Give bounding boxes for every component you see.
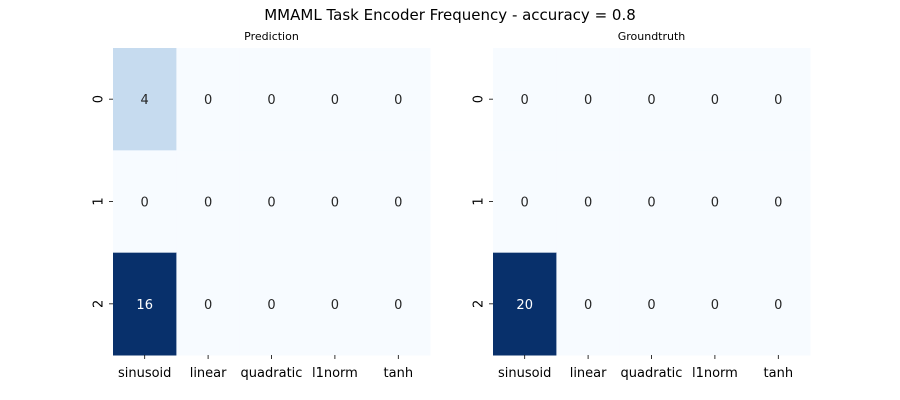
prediction-cell-r2-c0 xyxy=(113,252,177,356)
groundtruth-y-tick-label-2: 2 xyxy=(472,300,487,308)
prediction-cell-r0-c4 xyxy=(366,48,431,151)
groundtruth-cell-label-r1-c4: 0 xyxy=(774,196,782,211)
groundtruth-cell-label-r2-c1: 0 xyxy=(584,298,592,313)
prediction-cell-label-r2-c2: 0 xyxy=(267,298,275,313)
prediction-x-tick-label-2: quadratic xyxy=(241,366,303,381)
prediction-y-tick-label-0: 0 xyxy=(92,95,107,103)
prediction-cell-r0-c1 xyxy=(176,48,241,151)
prediction-cell-label-r1-c0: 0 xyxy=(141,196,149,211)
groundtruth-cell-r0-c3 xyxy=(683,48,748,151)
prediction-cell-label-r2-c4: 0 xyxy=(394,298,402,313)
groundtruth-cell-r1-c3 xyxy=(683,150,748,254)
groundtruth-cell-label-r2-c2: 0 xyxy=(647,298,655,313)
prediction-x-tick-label-3: l1norm xyxy=(312,366,358,381)
groundtruth-x-tick-label-2: quadratic xyxy=(621,366,683,381)
groundtruth-cell-r2-c1 xyxy=(556,252,621,356)
groundtruth-x-tick-label-3: l1norm xyxy=(692,366,738,381)
groundtruth-x-tick-label-0: sinusoid xyxy=(498,366,551,381)
groundtruth-cell-r1-c2 xyxy=(619,150,684,254)
groundtruth-cell-label-r1-c1: 0 xyxy=(584,196,592,211)
prediction-cell-label-r0-c0: 4 xyxy=(141,93,149,108)
prediction-cell-label-r1-c1: 0 xyxy=(204,196,212,211)
groundtruth-y-tick-label-0: 0 xyxy=(472,95,487,103)
prediction-cell-r2-c2 xyxy=(239,252,304,356)
prediction-cell-r1-c3 xyxy=(303,150,368,254)
prediction-cell-r2-c3 xyxy=(303,252,368,356)
prediction-cell-label-r0-c4: 0 xyxy=(394,93,402,108)
prediction-cell-r1-c4 xyxy=(366,150,431,254)
groundtruth-y-tick-label-1: 1 xyxy=(472,197,487,205)
prediction-cell-r0-c2 xyxy=(239,48,304,151)
groundtruth-cell-label-r0-c2: 0 xyxy=(647,93,655,108)
groundtruth-cell-r2-c0 xyxy=(493,252,557,356)
prediction-cell-label-r2-c0: 16 xyxy=(136,298,153,313)
prediction-cell-r0-c3 xyxy=(303,48,368,151)
prediction-cell-r1-c0 xyxy=(113,150,177,254)
groundtruth-title: Groundtruth xyxy=(618,30,686,43)
prediction-heatmap: Prediction 4 0 0 0 0 0 0 0 0 0 16 0 0 0 0 sinusoid linear… xyxy=(92,30,431,381)
prediction-cell-r2-c4 xyxy=(366,252,431,356)
groundtruth-cell-r2-c3 xyxy=(683,252,748,356)
groundtruth-cell-r0-c1 xyxy=(556,48,621,151)
groundtruth-cell-label-r0-c1: 0 xyxy=(584,93,592,108)
groundtruth-cell-label-r2-c3: 0 xyxy=(711,298,719,313)
prediction-y-tick-label-1: 1 xyxy=(92,197,107,205)
prediction-cell-label-r0-c2: 0 xyxy=(267,93,275,108)
prediction-cell-label-r0-c3: 0 xyxy=(331,93,339,108)
groundtruth-x-tick-label-4: tanh xyxy=(764,366,794,381)
prediction-x-tick-label-4: tanh xyxy=(384,366,414,381)
groundtruth-cell-r1-c4 xyxy=(746,150,811,254)
groundtruth-cell-label-r2-c4: 0 xyxy=(774,298,782,313)
groundtruth-cell-r2-c4 xyxy=(746,252,811,356)
groundtruth-cell-r1-c1 xyxy=(556,150,621,254)
prediction-cell-r1-c1 xyxy=(176,150,241,254)
groundtruth-cell-label-r1-c2: 0 xyxy=(647,196,655,211)
prediction-cell-label-r2-c1: 0 xyxy=(204,298,212,313)
prediction-cell-label-r0-c1: 0 xyxy=(204,93,212,108)
groundtruth-cell-r1-c0 xyxy=(493,150,557,254)
figure-title: MMAML Task Encoder Frequency - accuracy … xyxy=(264,6,636,24)
prediction-cell-label-r1-c3: 0 xyxy=(331,196,339,211)
groundtruth-cell-r2-c2 xyxy=(619,252,684,356)
prediction-x-tick-label-0: sinusoid xyxy=(118,366,171,381)
prediction-cell-r0-c0 xyxy=(113,48,177,151)
prediction-cell-label-r1-c4: 0 xyxy=(394,196,402,211)
groundtruth-cell-label-r1-c0: 0 xyxy=(521,196,529,211)
groundtruth-cell-label-r0-c3: 0 xyxy=(711,93,719,108)
prediction-x-tick-label-1: linear xyxy=(190,366,227,381)
groundtruth-cell-r0-c4 xyxy=(746,48,811,151)
prediction-title: Prediction xyxy=(244,30,299,43)
prediction-cell-r2-c1 xyxy=(176,252,241,356)
prediction-cell-label-r1-c2: 0 xyxy=(267,196,275,211)
groundtruth-cell-label-r1-c3: 0 xyxy=(711,196,719,211)
groundtruth-cell-r0-c2 xyxy=(619,48,684,151)
prediction-cell-label-r2-c3: 0 xyxy=(331,298,339,313)
prediction-cell-r1-c2 xyxy=(239,150,304,254)
prediction-y-tick-label-2: 2 xyxy=(92,300,107,308)
groundtruth-cell-label-r2-c0: 20 xyxy=(516,298,533,313)
groundtruth-cell-label-r0-c4: 0 xyxy=(774,93,782,108)
groundtruth-cell-r0-c0 xyxy=(493,48,557,151)
groundtruth-x-tick-label-1: linear xyxy=(570,366,607,381)
groundtruth-cell-label-r0-c0: 0 xyxy=(521,93,529,108)
